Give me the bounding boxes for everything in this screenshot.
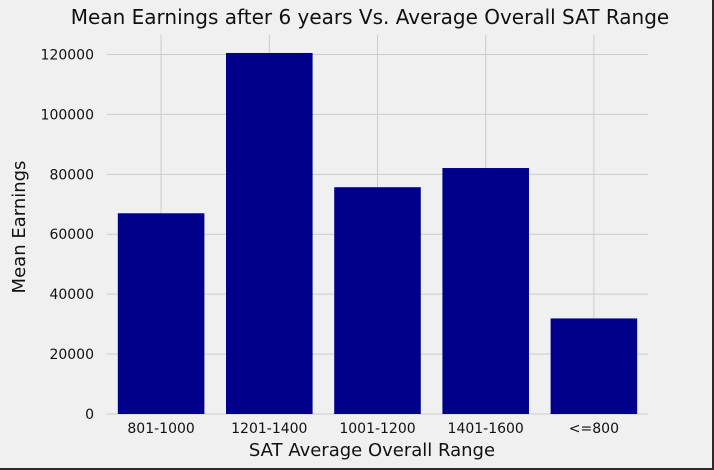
x-axis-label: SAT Average Overall Range	[249, 440, 495, 461]
x-tick-label: 801-1000	[127, 421, 194, 437]
x-tick-label: 1401-1600	[448, 421, 524, 437]
y-tick-label: 120000	[41, 47, 94, 63]
x-tick-label: 1001-1200	[339, 421, 415, 437]
bar-1401-1600	[442, 168, 529, 414]
bars	[117, 52, 638, 414]
bar-1201-1400	[226, 52, 313, 414]
chart-title: Mean Earnings after 6 years Vs. Average …	[71, 5, 669, 29]
y-tick-label: 0	[85, 407, 94, 423]
y-tick-label: 60000	[49, 227, 94, 243]
y-axis-label: Mean Earnings	[9, 161, 30, 294]
bar-1001-1200	[334, 187, 421, 414]
y-tick-label: 80000	[49, 167, 94, 183]
bar-801-1000	[117, 213, 205, 414]
bar-<=800	[550, 318, 638, 414]
y-tick-labels: 0 20000 40000 60000 80000 100000 120000	[41, 47, 94, 423]
y-tick-label: 40000	[49, 287, 94, 303]
y-tick-label: 100000	[41, 107, 94, 123]
x-tick-label: <=800	[569, 421, 619, 437]
x-tick-label: 1201-1400	[231, 421, 307, 437]
y-tick-label: 20000	[49, 347, 94, 363]
x-tick-labels: 801-1000 1201-1400 1001-1200 1401-1600 <=800	[127, 421, 619, 437]
